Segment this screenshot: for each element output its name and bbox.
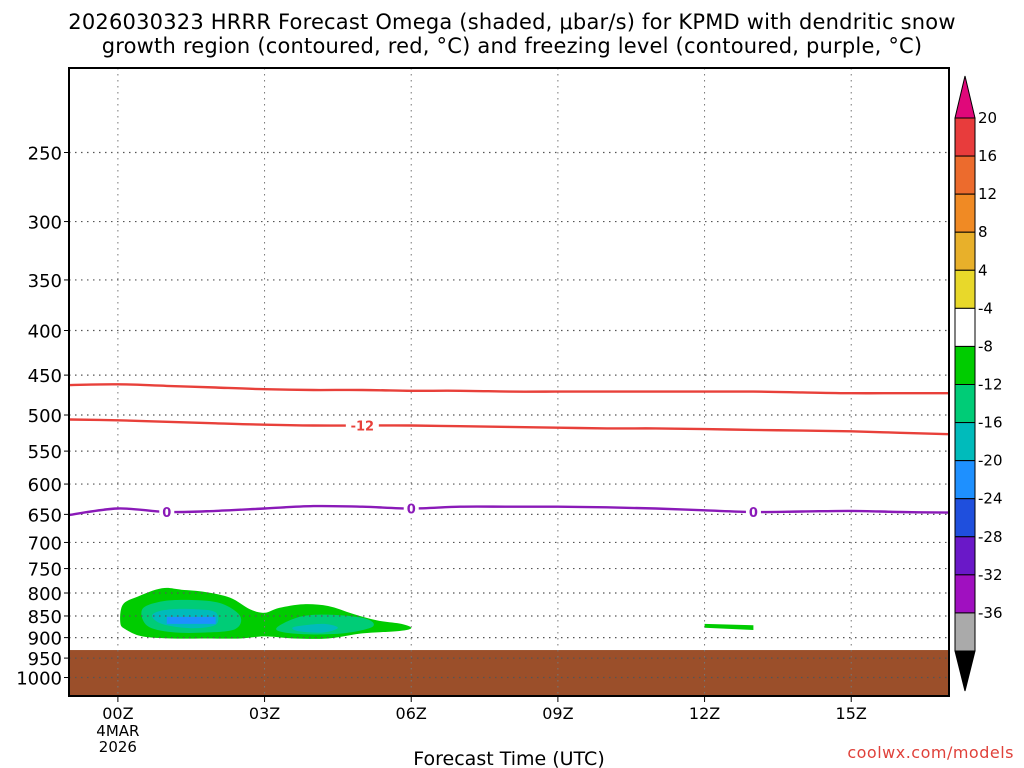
colorbar-label-16: 16 (978, 147, 997, 165)
y-tick-label-850: 850 (28, 607, 62, 628)
contour-label-2-0: 0 (162, 506, 171, 521)
y-tick-label-750: 750 (28, 560, 62, 581)
y-axis-ticks: 2503003504004505005506006507007508008509… (16, 144, 69, 690)
x-tick-label-06Z: 06Z (396, 704, 427, 723)
colorbar-swatch-1 (954, 155, 976, 195)
contour-label-bg-2-2 (745, 504, 761, 521)
colorbar-swatch-3 (954, 231, 976, 271)
colorbar-swatch-0 (954, 117, 976, 157)
chart-title-line-1: 2026030323 HRRR Forecast Omega (shaded, … (68, 10, 956, 34)
colorbar-swatch-7 (954, 384, 976, 424)
colorbar-label-20: 20 (978, 109, 997, 127)
omega-region--16-5 (166, 616, 216, 624)
y-tick-label-600: 600 (28, 475, 62, 496)
x-tick-label-09Z: 09Z (542, 704, 573, 723)
chart-title-line-2: growth region (contoured, red, °C) and f… (101, 34, 923, 58)
colorbar-swatch-12 (954, 574, 976, 614)
y-tick-label-250: 250 (28, 144, 62, 165)
x-tick-label-12Z: 12Z (689, 704, 720, 723)
colorbar-label--8: -8 (978, 337, 993, 355)
contour-line-1 (68, 418, 950, 436)
y-tick-label-500: 500 (28, 406, 62, 427)
omega-region--4-6 (704, 623, 754, 630)
x-tick-sublabel-2026: 2026 (99, 738, 137, 756)
credit-text: coolwx.com/models (847, 743, 1014, 762)
y-tick-label-650: 650 (28, 505, 62, 526)
x-axis-label: Forecast Time (UTC) (413, 748, 604, 768)
colorbar-label--12: -12 (978, 376, 1003, 394)
surface-terrain-fill (69, 650, 949, 696)
y-tick-label-350: 350 (28, 271, 62, 292)
colorbar-swatch-2 (954, 193, 976, 233)
colorbar-swatch-9 (954, 460, 976, 500)
colorbar-swatch-6 (954, 345, 976, 385)
colorbar-label--28: -28 (978, 528, 1003, 546)
contour-label-bg-2-0 (159, 504, 175, 521)
colorbar-swatch-8 (954, 422, 976, 462)
x-tick-label-00Z: 00Z (102, 704, 133, 723)
y-tick-label-700: 700 (28, 533, 62, 554)
y-tick-label-550: 550 (28, 442, 62, 463)
colorbar: 20 16 12 8 4 -4 -8 -12 -16 -20 -24 -28 -32 -36 (954, 75, 1003, 692)
contour-label-bg-1-0 (345, 417, 379, 434)
plot-frame (68, 67, 950, 697)
colorbar-label--20: -20 (978, 452, 1003, 470)
x-tick-sublabel-4MAR: 4MAR (96, 722, 139, 740)
colorbar-label--32: -32 (978, 566, 1003, 584)
y-tick-label-800: 800 (28, 584, 62, 605)
colorbar-top-arrow (954, 75, 976, 119)
x-tick-label-03Z: 03Z (249, 704, 280, 723)
colorbar-label--36: -36 (978, 604, 1003, 622)
colorbar-swatch-4 (954, 269, 976, 309)
grid-lines (69, 68, 949, 696)
contour-label-bg-2-1 (403, 500, 419, 517)
colorbar-swatch-13 (954, 612, 976, 652)
y-tick-label-1000: 1000 (16, 669, 62, 690)
y-tick-label-950: 950 (28, 649, 62, 670)
colorbar-swatch-11 (954, 536, 976, 576)
omega-shading (120, 587, 754, 639)
contour-line-0 (68, 383, 949, 395)
colorbar-swatch-5 (954, 307, 976, 347)
y-tick-label-300: 300 (28, 213, 62, 234)
contour-label-2-1: 0 (407, 503, 416, 518)
contour-lines: -12 0 0 0 (68, 383, 950, 521)
omega-region--12-4 (292, 623, 338, 633)
colorbar-label-4: 4 (978, 261, 988, 279)
colorbar-label--4: -4 (978, 299, 993, 317)
colorbar-label--16: -16 (978, 414, 1003, 432)
contour-label-1-0: -12 (351, 419, 375, 434)
colorbar-label-8: 8 (978, 223, 988, 241)
colorbar-bottom-arrow (954, 650, 976, 692)
y-tick-label-450: 450 (28, 366, 62, 387)
colorbar-label--24: -24 (978, 490, 1003, 508)
y-tick-label-400: 400 (28, 322, 62, 343)
colorbar-label-12: 12 (978, 185, 997, 203)
contour-label-2-2: 0 (749, 506, 758, 521)
contour-line-2 (68, 504, 950, 517)
y-tick-label-900: 900 (28, 629, 62, 650)
x-tick-label-15Z: 15Z (836, 704, 867, 723)
colorbar-swatch-10 (954, 498, 976, 538)
surface-terrain (69, 650, 949, 696)
